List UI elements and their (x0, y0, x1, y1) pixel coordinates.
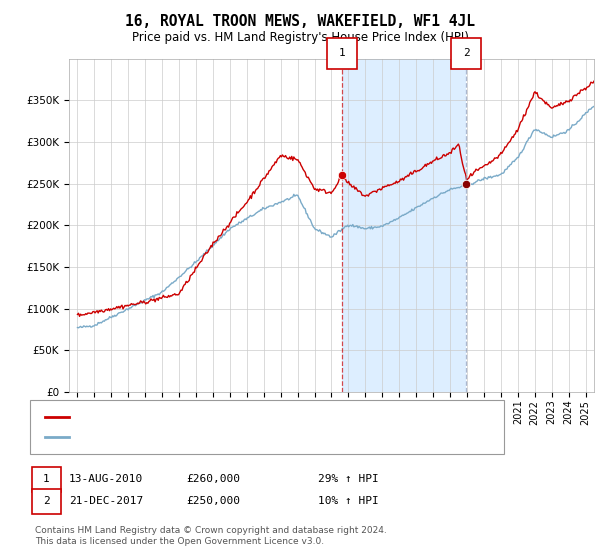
Text: HPI: Average price, detached house, Wakefield: HPI: Average price, detached house, Wake… (72, 432, 342, 442)
Text: 1: 1 (43, 474, 50, 484)
Text: 1: 1 (338, 48, 346, 58)
Text: 13-AUG-2010: 13-AUG-2010 (69, 474, 143, 484)
Text: £250,000: £250,000 (186, 496, 240, 506)
Text: Contains HM Land Registry data © Crown copyright and database right 2024.
This d: Contains HM Land Registry data © Crown c… (35, 526, 386, 546)
Text: 29% ↑ HPI: 29% ↑ HPI (318, 474, 379, 484)
Text: 2: 2 (43, 496, 50, 506)
Text: 21-DEC-2017: 21-DEC-2017 (69, 496, 143, 506)
Text: Price paid vs. HM Land Registry's House Price Index (HPI): Price paid vs. HM Land Registry's House … (131, 31, 469, 44)
Text: 2: 2 (463, 48, 470, 58)
Text: 10% ↑ HPI: 10% ↑ HPI (318, 496, 379, 506)
Text: 16, ROYAL TROON MEWS, WAKEFIELD, WF1 4JL: 16, ROYAL TROON MEWS, WAKEFIELD, WF1 4JL (125, 14, 475, 29)
Bar (342, 59, 466, 392)
Text: 16, ROYAL TROON MEWS, WAKEFIELD, WF1 4JL (detached house): 16, ROYAL TROON MEWS, WAKEFIELD, WF1 4JL… (72, 412, 414, 422)
Text: £260,000: £260,000 (186, 474, 240, 484)
